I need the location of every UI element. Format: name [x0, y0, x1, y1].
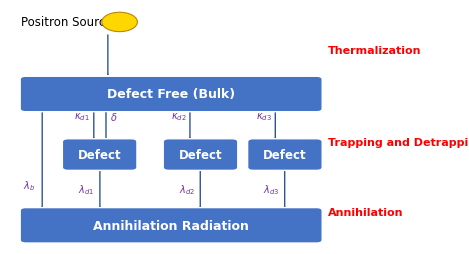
Text: $\kappa_{d2}$: $\kappa_{d2}$: [171, 111, 186, 123]
Text: Defect: Defect: [78, 149, 121, 161]
Text: Trapping and Detrapping: Trapping and Detrapping: [328, 137, 469, 147]
Text: Annihilation: Annihilation: [328, 207, 404, 217]
Text: $\kappa_{d1}$: $\kappa_{d1}$: [75, 111, 90, 123]
FancyBboxPatch shape: [20, 208, 322, 243]
FancyBboxPatch shape: [248, 139, 322, 171]
FancyBboxPatch shape: [163, 139, 238, 171]
Text: Defect: Defect: [179, 149, 222, 161]
Text: $\lambda_b$: $\lambda_b$: [23, 179, 35, 192]
Text: $\kappa_{d3}$: $\kappa_{d3}$: [256, 111, 272, 123]
Text: $\lambda_{d3}$: $\lambda_{d3}$: [263, 182, 279, 196]
Text: Positron Source: Positron Source: [21, 17, 113, 29]
Text: Annihilation Radiation: Annihilation Radiation: [93, 219, 249, 232]
Text: $\delta$: $\delta$: [110, 111, 117, 123]
Text: $\lambda_{d2}$: $\lambda_{d2}$: [179, 182, 195, 196]
FancyBboxPatch shape: [62, 139, 137, 171]
Text: Defect: Defect: [263, 149, 307, 161]
FancyBboxPatch shape: [20, 77, 322, 112]
Text: Defect Free (Bulk): Defect Free (Bulk): [107, 88, 235, 101]
Text: Thermalization: Thermalization: [328, 46, 422, 56]
Text: $\lambda_{d1}$: $\lambda_{d1}$: [78, 182, 94, 196]
Circle shape: [102, 13, 137, 33]
